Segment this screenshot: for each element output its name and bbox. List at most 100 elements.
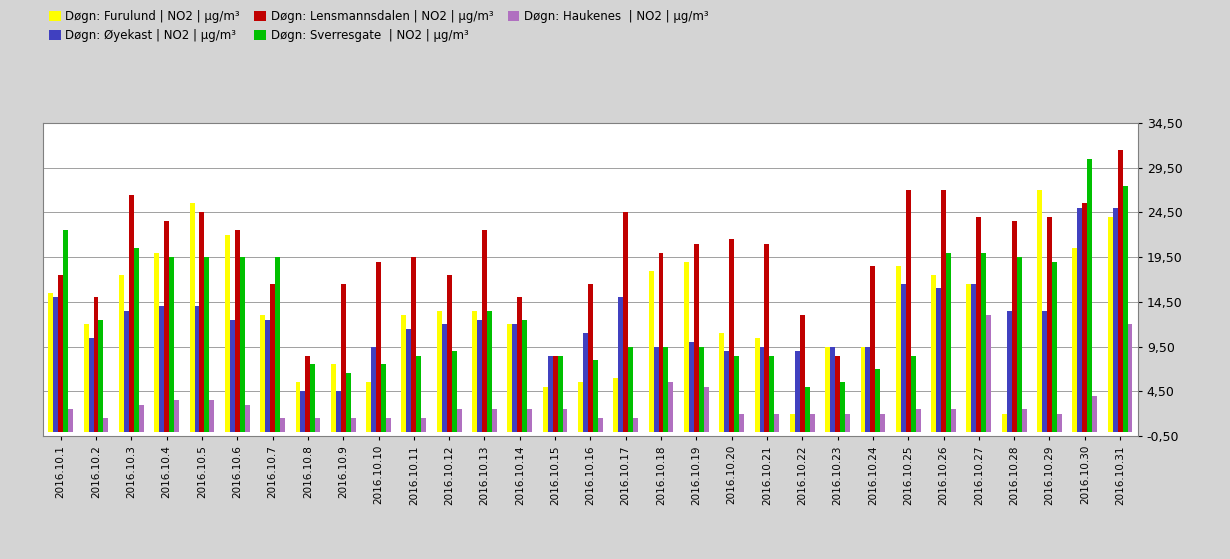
Bar: [280, 418, 285, 432]
Bar: [557, 356, 562, 432]
Bar: [245, 405, 250, 432]
Bar: [915, 409, 920, 432]
Bar: [401, 315, 406, 432]
Bar: [653, 347, 658, 432]
Bar: [760, 347, 765, 432]
Bar: [261, 315, 266, 432]
Bar: [1118, 150, 1123, 432]
Bar: [694, 244, 699, 432]
Bar: [1087, 159, 1092, 432]
Bar: [809, 414, 814, 432]
Bar: [658, 253, 663, 432]
Bar: [547, 356, 552, 432]
Bar: [699, 347, 704, 432]
Bar: [977, 217, 982, 432]
Bar: [972, 284, 977, 432]
Bar: [456, 409, 461, 432]
Bar: [1092, 396, 1097, 432]
Bar: [866, 347, 871, 432]
Bar: [739, 414, 744, 432]
Bar: [351, 418, 355, 432]
Bar: [861, 347, 866, 432]
Bar: [1037, 190, 1042, 432]
Bar: [508, 324, 513, 432]
Bar: [386, 418, 391, 432]
Bar: [900, 284, 905, 432]
Bar: [204, 257, 209, 432]
Bar: [169, 257, 175, 432]
Bar: [689, 342, 694, 432]
Bar: [1012, 221, 1017, 432]
Bar: [240, 257, 245, 432]
Bar: [840, 382, 845, 432]
Bar: [406, 329, 411, 432]
Bar: [905, 190, 910, 432]
Bar: [1001, 414, 1006, 432]
Bar: [624, 212, 629, 432]
Bar: [331, 364, 336, 432]
Bar: [341, 284, 346, 432]
Bar: [310, 364, 315, 432]
Bar: [1042, 311, 1047, 432]
Bar: [103, 418, 108, 432]
Legend: Døgn: Furulund | NO2 | µg/m³, Døgn: Øyekast | NO2 | µg/m³, Døgn: Lensmannsdalen : Døgn: Furulund | NO2 | µg/m³, Døgn: Øyek…: [49, 10, 708, 42]
Bar: [946, 253, 951, 432]
Bar: [518, 297, 523, 432]
Bar: [528, 409, 533, 432]
Bar: [729, 239, 734, 432]
Bar: [1057, 414, 1061, 432]
Bar: [1017, 257, 1022, 432]
Bar: [154, 253, 159, 432]
Bar: [724, 351, 729, 432]
Bar: [48, 293, 53, 432]
Bar: [84, 324, 89, 432]
Bar: [578, 382, 583, 432]
Bar: [411, 257, 416, 432]
Bar: [124, 311, 129, 432]
Bar: [684, 262, 689, 432]
Bar: [416, 356, 421, 432]
Bar: [910, 356, 915, 432]
Bar: [1073, 248, 1077, 432]
Bar: [487, 311, 492, 432]
Bar: [371, 347, 376, 432]
Bar: [189, 203, 194, 432]
Bar: [1113, 208, 1118, 432]
Bar: [895, 266, 900, 432]
Bar: [871, 266, 876, 432]
Bar: [830, 347, 835, 432]
Bar: [139, 405, 144, 432]
Bar: [492, 409, 497, 432]
Bar: [881, 414, 886, 432]
Bar: [1128, 324, 1133, 432]
Bar: [53, 297, 58, 432]
Bar: [982, 253, 986, 432]
Bar: [300, 391, 305, 432]
Bar: [482, 230, 487, 432]
Bar: [58, 275, 63, 432]
Bar: [68, 409, 73, 432]
Bar: [376, 262, 381, 432]
Bar: [194, 306, 199, 432]
Bar: [588, 284, 593, 432]
Bar: [451, 351, 456, 432]
Bar: [876, 369, 881, 432]
Bar: [199, 212, 204, 432]
Bar: [986, 315, 991, 432]
Bar: [619, 297, 624, 432]
Bar: [629, 347, 633, 432]
Bar: [336, 391, 341, 432]
Bar: [295, 382, 300, 432]
Bar: [845, 414, 850, 432]
Bar: [790, 414, 795, 432]
Bar: [967, 284, 972, 432]
Bar: [235, 230, 240, 432]
Bar: [446, 275, 451, 432]
Bar: [477, 320, 482, 432]
Bar: [1123, 186, 1128, 432]
Bar: [1082, 203, 1087, 432]
Bar: [755, 338, 760, 432]
Bar: [765, 244, 770, 432]
Bar: [720, 333, 724, 432]
Bar: [795, 351, 800, 432]
